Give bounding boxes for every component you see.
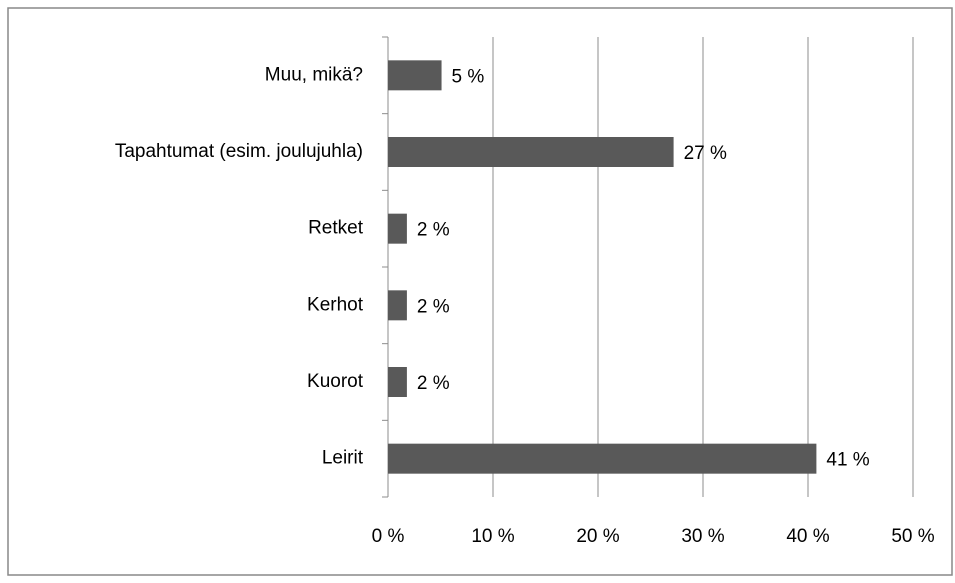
y-tick-label: Kuorot	[307, 371, 364, 392]
bar	[388, 213, 407, 244]
bar	[388, 290, 407, 321]
bar	[388, 443, 817, 474]
x-tick-label: 30 %	[681, 526, 724, 547]
data-label: 27 %	[684, 143, 727, 164]
y-tick-label: Tapahtumat (esim. joulujuhla)	[115, 141, 363, 162]
x-tick-label: 40 %	[786, 526, 829, 547]
bar	[388, 60, 442, 91]
data-label: 2 %	[417, 373, 450, 394]
bar	[388, 367, 407, 397]
x-tick-label: 10 %	[471, 526, 514, 547]
y-tick-label: Leirit	[322, 448, 364, 469]
y-tick-label: Kerhot	[307, 294, 364, 315]
y-tick-label: Muu, mikä?	[265, 64, 363, 85]
x-tick-label: 50 %	[891, 526, 934, 547]
chart-border	[7, 7, 953, 576]
data-label: 5 %	[452, 66, 485, 87]
y-tick-label: Retket	[308, 218, 364, 239]
data-label: 2 %	[417, 220, 450, 241]
x-tick-label: 20 %	[576, 526, 619, 547]
x-tick-label: 0 %	[372, 526, 405, 547]
bar	[388, 137, 674, 167]
data-label: 2 %	[417, 296, 450, 317]
data-label: 41 %	[826, 450, 869, 471]
